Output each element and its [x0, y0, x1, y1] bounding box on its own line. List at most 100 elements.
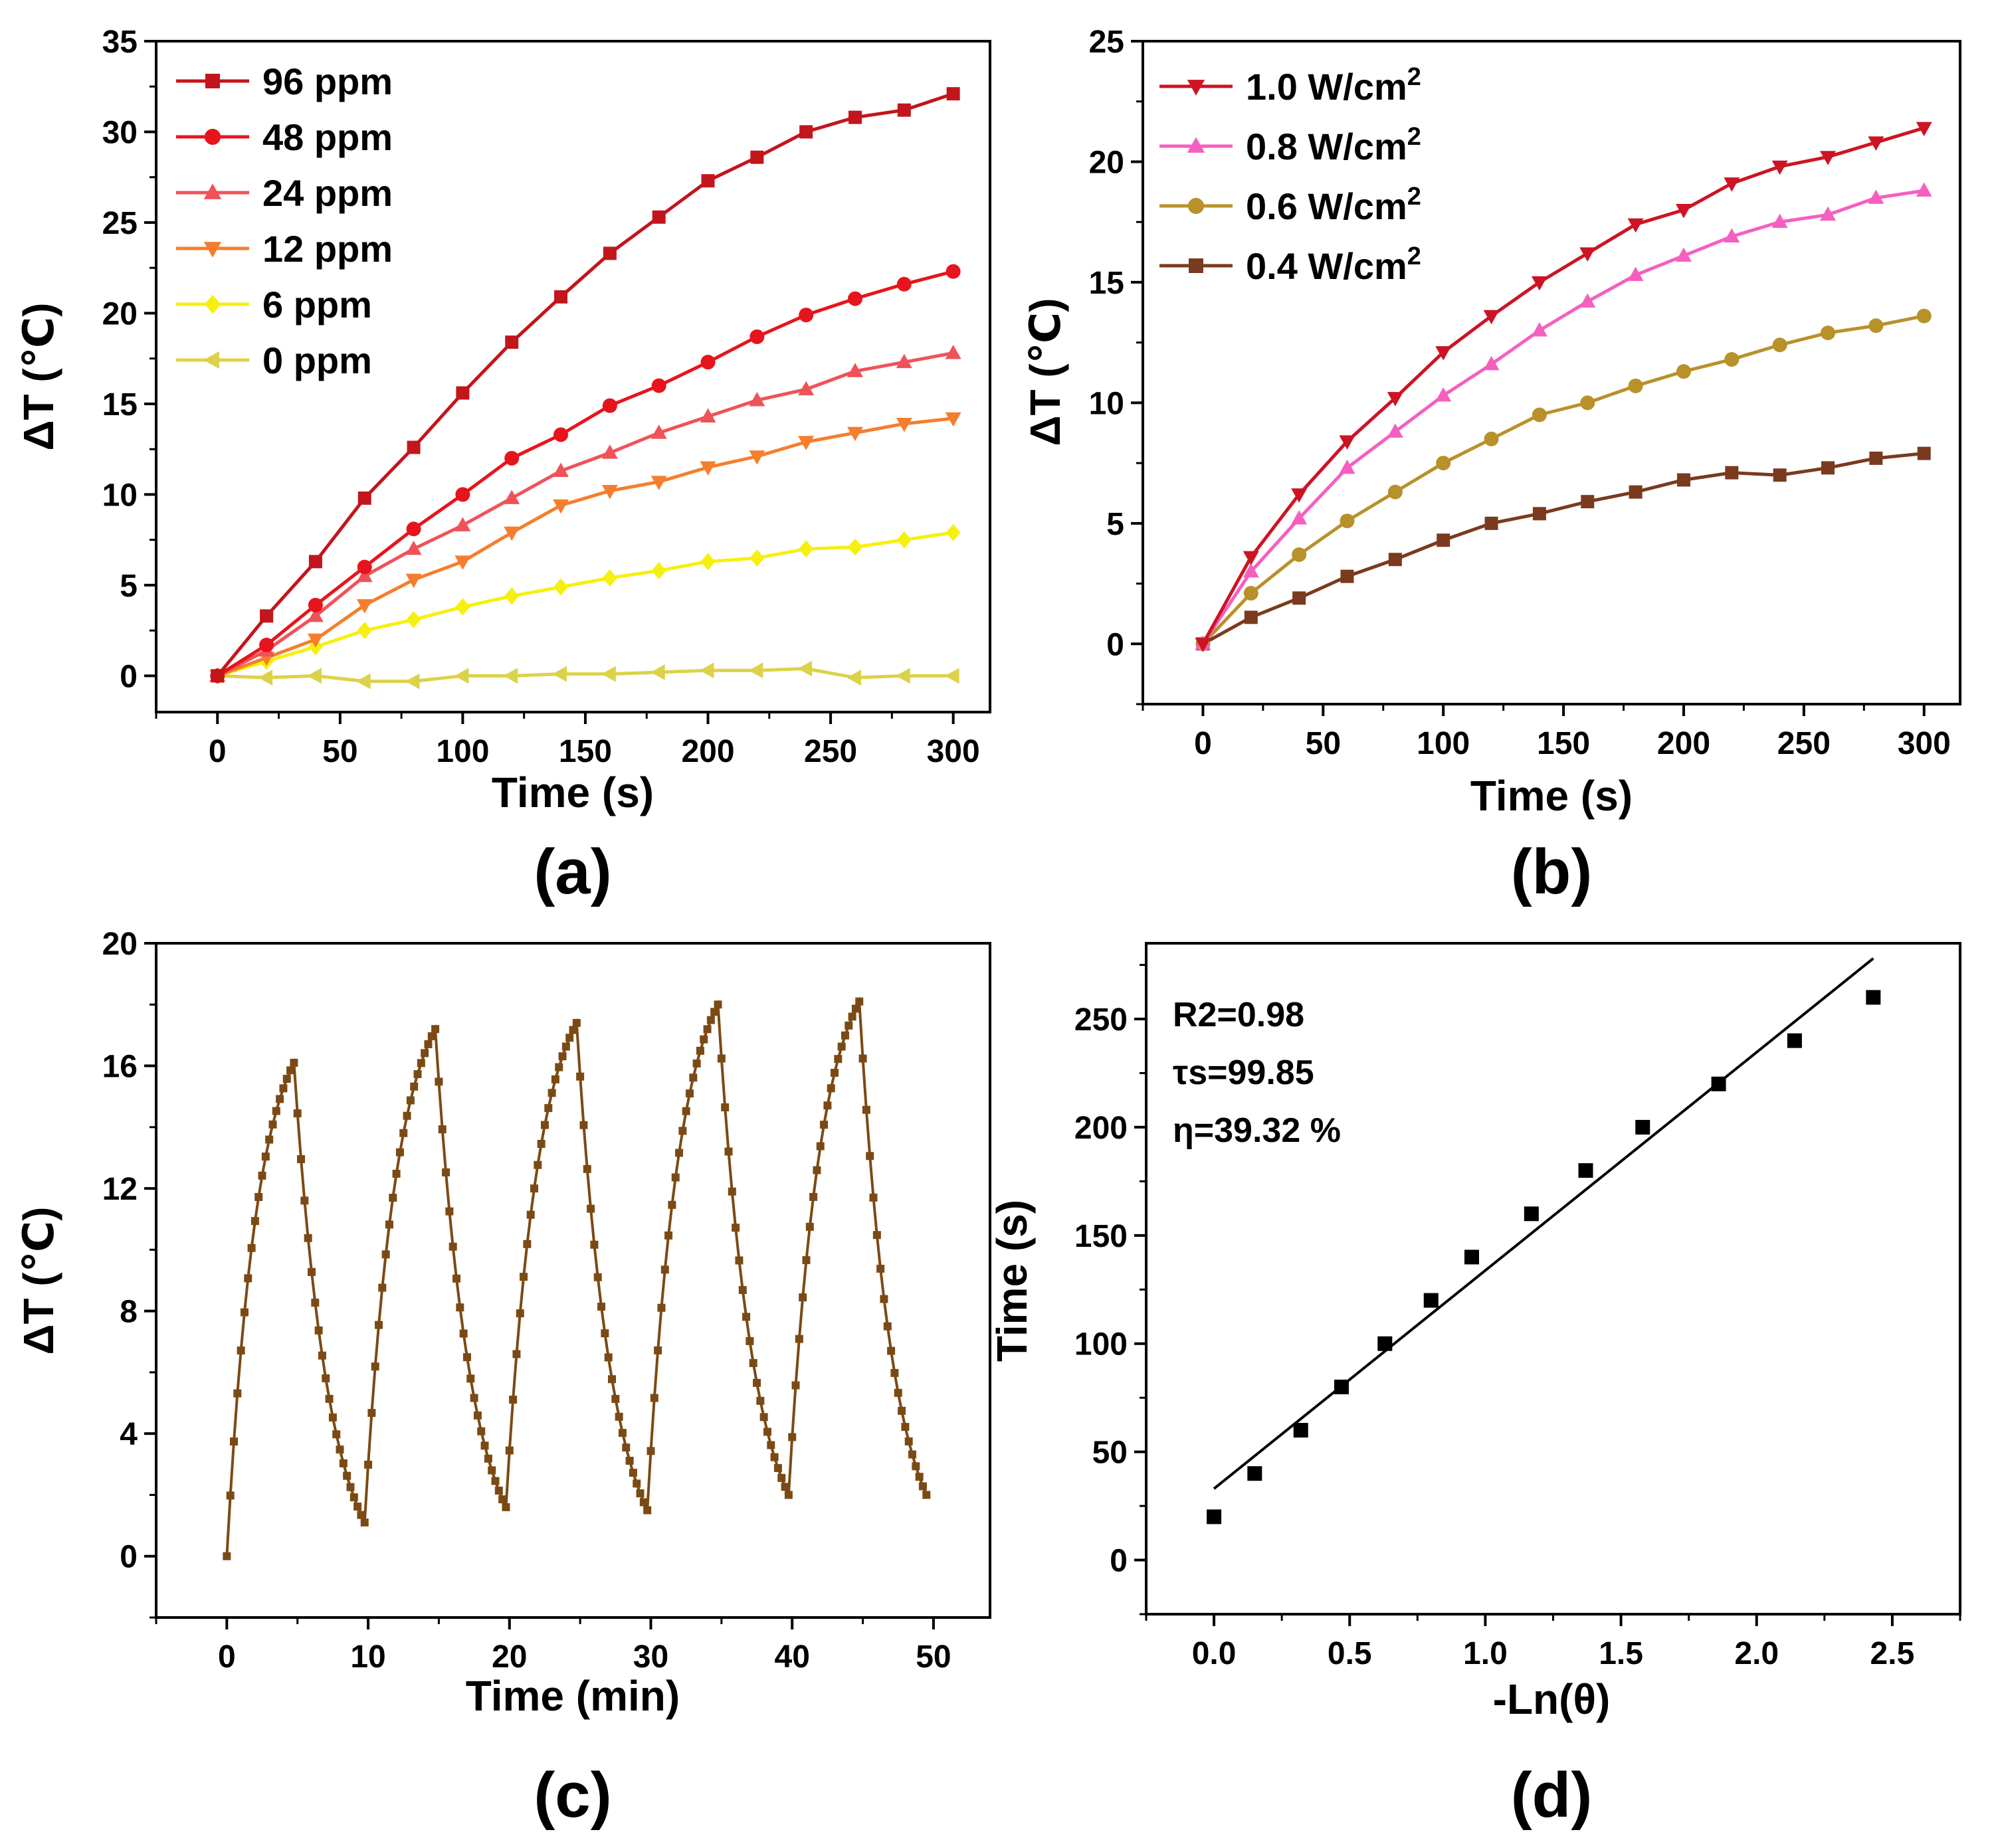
legend-label: 12 ppm: [262, 228, 393, 270]
legend-superscript: 2: [1407, 63, 1421, 91]
data-point: [816, 1142, 825, 1151]
data-point: [1725, 466, 1739, 480]
data-point: [749, 450, 765, 465]
data-point: [728, 1187, 736, 1196]
panel-d-label: (d): [1511, 1760, 1593, 1831]
y-tick-label: 200: [1074, 1111, 1128, 1146]
data-point: [300, 1196, 309, 1205]
data-point: [896, 531, 912, 549]
data-point: [763, 1428, 771, 1436]
data-point: [494, 1486, 503, 1495]
y-tick-label: 20: [102, 927, 138, 962]
data-point: [597, 1303, 606, 1311]
data-point: [509, 1396, 518, 1404]
series-line: [1202, 452, 1924, 646]
data-point: [336, 1445, 344, 1454]
data-point: [1724, 177, 1740, 192]
data-point: [855, 997, 864, 1006]
data-point: [601, 444, 618, 459]
data-point: [945, 412, 961, 427]
data-point: [945, 345, 961, 359]
data-point: [1579, 247, 1596, 262]
data-point: [700, 408, 716, 423]
legend-label: 48 ppm: [262, 116, 393, 158]
data-point: [385, 1220, 393, 1229]
data-point: [1484, 431, 1499, 446]
data-point: [742, 1313, 751, 1321]
data-point: [872, 1231, 881, 1240]
data-point: [820, 1121, 829, 1129]
data-point: [615, 1412, 623, 1421]
data-point: [480, 1441, 489, 1450]
data-point: [405, 673, 420, 690]
y-tick-label: 16: [102, 1050, 138, 1085]
data-point: [735, 1256, 744, 1265]
data-point: [1724, 352, 1740, 367]
data-point: [259, 638, 274, 652]
data-point: [410, 1082, 419, 1091]
data-point: [505, 335, 519, 349]
data-point: [799, 540, 814, 558]
data-point: [1531, 322, 1547, 337]
data-point: [322, 1374, 330, 1382]
data-point: [526, 1210, 535, 1219]
data-point: [1483, 310, 1500, 325]
fit-line: [1213, 957, 1874, 1490]
y-tick-label: 5: [120, 569, 138, 604]
data-point: [845, 1021, 853, 1030]
data-point: [799, 308, 814, 323]
data-point: [945, 668, 959, 684]
data-point: [498, 1495, 507, 1504]
panel-d-plot-frame: [1145, 942, 1961, 1616]
data-point: [837, 1042, 846, 1051]
panel-c-xlabel: Time (min): [466, 1672, 680, 1720]
data-point: [462, 1353, 471, 1362]
data-point: [798, 436, 815, 450]
data-point: [454, 668, 469, 684]
x-tick-label: 2.0: [1734, 1636, 1779, 1671]
legend-label: 0 ppm: [262, 339, 372, 381]
data-point: [311, 1299, 320, 1307]
data-point: [1423, 1293, 1439, 1308]
y-tick-label: 0: [120, 659, 138, 694]
data-point: [553, 427, 569, 442]
data-point: [657, 1303, 666, 1312]
data-point: [912, 1462, 920, 1471]
data-point: [308, 555, 322, 569]
panel-a-plot-frame: [155, 40, 991, 713]
data-point: [749, 391, 765, 407]
data-point: [710, 1008, 719, 1016]
x-tick-label: 250: [1777, 726, 1831, 761]
data-point: [671, 1173, 680, 1182]
data-point: [553, 499, 569, 514]
data-point: [427, 1032, 436, 1040]
data-point: [318, 1351, 326, 1360]
data-point: [424, 1040, 433, 1048]
data-point: [1387, 423, 1403, 438]
data-point: [1917, 446, 1931, 460]
panel-b-plot-frame: [1142, 40, 1961, 705]
x-tick-label: 50: [916, 1639, 951, 1675]
data-point: [406, 521, 421, 537]
data-point: [915, 1473, 924, 1481]
data-point: [1340, 513, 1355, 529]
data-point: [552, 666, 567, 682]
data-point: [650, 476, 667, 490]
data-point: [701, 174, 715, 188]
data-point: [1771, 213, 1788, 229]
data-point: [1195, 638, 1211, 652]
y-tick-label: 0: [1110, 1544, 1128, 1579]
data-point: [328, 1413, 337, 1422]
data-point: [700, 1035, 708, 1044]
data-point: [629, 1469, 637, 1477]
data-point: [272, 1107, 280, 1115]
data-point: [502, 1503, 510, 1511]
series-line: [216, 270, 954, 678]
data-point: [652, 210, 666, 224]
data-point: [896, 668, 910, 684]
data-point: [307, 668, 322, 684]
data-point: [308, 597, 323, 612]
data-point: [449, 1242, 457, 1251]
data-point: [1820, 206, 1837, 221]
